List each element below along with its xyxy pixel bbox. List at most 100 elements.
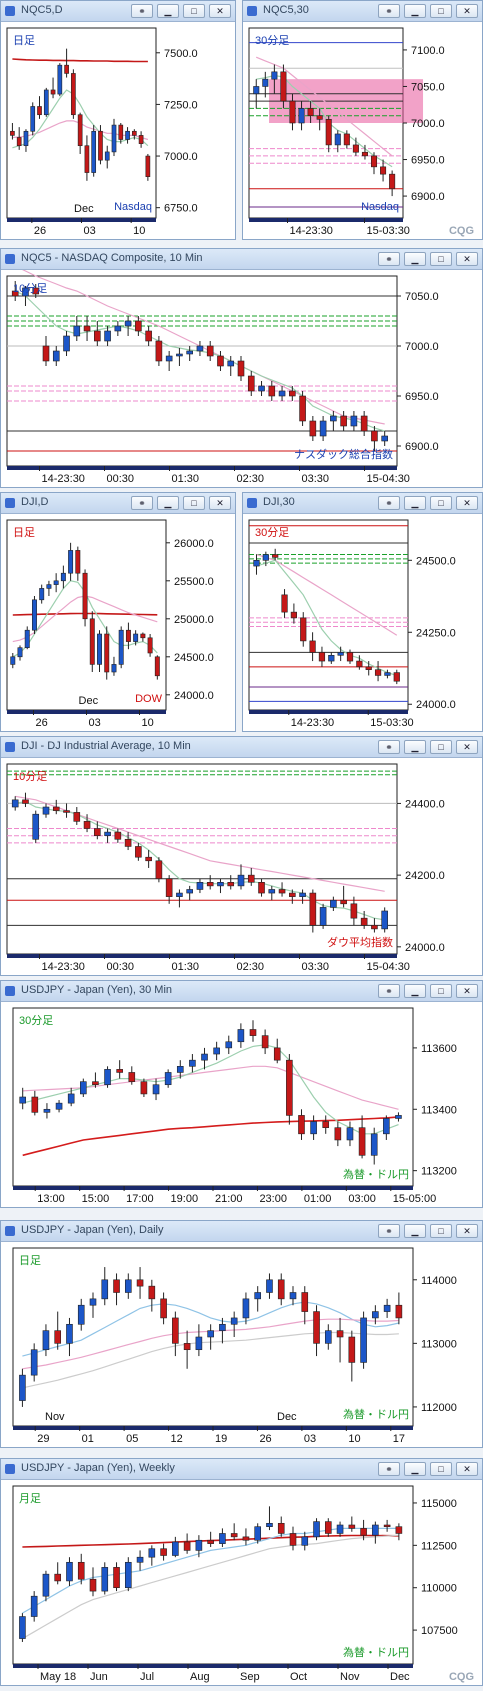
link-button[interactable]: ⚭ xyxy=(378,1462,400,1476)
close-button[interactable]: ✕ xyxy=(456,252,478,266)
chart-svg[interactable]: 26000.0 25500.0 25000.0 24500.0 24000.0 26 03 1… xyxy=(1,514,235,732)
candle xyxy=(84,135,90,181)
x-tick-label: Jun xyxy=(90,1671,108,1683)
window-titlebar[interactable]: DJI,30 ⚭ ▁ □ ✕ xyxy=(243,493,482,514)
y-tick-label: 7050.0 xyxy=(411,81,445,93)
chart-window-w7[interactable]: USDJPY - Japan (Yen), 30 Min ⚭ ▁ □ ✕ 113600 11… xyxy=(0,980,483,1208)
chart-window-icon xyxy=(5,254,15,264)
candle xyxy=(289,889,296,904)
link-button[interactable]: ⚭ xyxy=(378,4,400,18)
chart-svg[interactable]: 7050.0 7000.0 6950.0 6900.0 14-23:30 00:30 01:… xyxy=(1,270,482,488)
candle xyxy=(206,341,214,361)
candle xyxy=(307,101,314,123)
chart-window-w4[interactable]: DJI,D ⚭ ▁ □ ✕ 26000.0 25500.0 25000.0 24500.0 240… xyxy=(0,492,236,732)
y-tick-label: 24200.0 xyxy=(405,870,445,882)
window-titlebar[interactable]: NQC5,30 ⚭ ▁ □ ✕ xyxy=(243,1,482,22)
candle xyxy=(39,584,45,604)
candle xyxy=(395,1112,402,1122)
chart-window-w8[interactable]: USDJPY - Japan (Yen), Daily ⚭ ▁ □ ✕ 114000 113… xyxy=(0,1220,483,1448)
maximize-button[interactable]: □ xyxy=(430,1462,452,1476)
link-button[interactable]: ⚭ xyxy=(131,496,153,510)
minimize-button[interactable]: ▁ xyxy=(404,740,426,754)
close-icon: ✕ xyxy=(463,6,471,16)
minimize-button[interactable]: ▁ xyxy=(157,496,179,510)
y-tick-label: 24000.0 xyxy=(405,942,445,954)
chart-svg[interactable]: 7100.0 7050.0 7000.0 6950.0 6900.0 14-23:30 15… xyxy=(243,22,482,240)
maximize-button[interactable]: □ xyxy=(183,4,205,18)
close-button[interactable]: ✕ xyxy=(209,4,231,18)
candle xyxy=(183,1533,191,1554)
minimize-button[interactable]: ▁ xyxy=(404,496,426,510)
candle xyxy=(384,669,391,679)
window-titlebar[interactable]: USDJPY - Japan (Yen), 30 Min ⚭ ▁ □ ✕ xyxy=(1,981,482,1002)
chart-svg[interactable]: 115000 112500 110000 107500 May 18 Jun Jul Aug S… xyxy=(1,1480,482,1686)
candle xyxy=(42,336,50,366)
link-button[interactable]: ⚭ xyxy=(378,1224,400,1238)
minimize-button[interactable]: ▁ xyxy=(404,1224,426,1238)
x-tick-label: 23:00 xyxy=(259,1193,287,1205)
chart-svg[interactable]: 24400.0 24200.0 24000.0 14-23:30 00:30 01:30 0… xyxy=(1,758,482,976)
maximize-button[interactable]: □ xyxy=(430,496,452,510)
chart-window-w9[interactable]: USDJPY - Japan (Yen), Weekly ⚭ ▁ □ ✕ 115000 11… xyxy=(0,1458,483,1686)
maximize-button[interactable]: □ xyxy=(430,252,452,266)
candle xyxy=(318,646,326,667)
close-button[interactable]: ✕ xyxy=(456,1462,478,1476)
link-button[interactable]: ⚭ xyxy=(378,740,400,754)
chart-window-icon xyxy=(5,1464,15,1474)
candle xyxy=(164,1069,172,1088)
maximize-button[interactable]: □ xyxy=(430,4,452,18)
close-button[interactable]: ✕ xyxy=(456,984,478,998)
window-titlebar[interactable]: DJI,D ⚭ ▁ □ ✕ xyxy=(1,493,235,514)
candle xyxy=(309,632,316,662)
candle xyxy=(19,1087,26,1110)
candle xyxy=(63,803,70,818)
minimize-button[interactable]: ▁ xyxy=(404,252,426,266)
close-button[interactable]: ✕ xyxy=(456,740,478,754)
candle xyxy=(310,1115,317,1140)
link-button[interactable]: ⚭ xyxy=(378,252,400,266)
timeframe-label: 月足 xyxy=(19,1493,41,1505)
close-button[interactable]: ✕ xyxy=(456,4,478,18)
x-month-label: Dec xyxy=(74,203,94,215)
chart-window-w1[interactable]: NQC5,D ⚭ ▁ □ ✕ 7500.0 7250.0 7000.0 6750.0 26 03 10… xyxy=(0,0,236,240)
plot-area xyxy=(6,275,398,467)
candle xyxy=(172,1536,179,1558)
candle xyxy=(360,1519,367,1541)
candle xyxy=(23,129,29,152)
chart-svg[interactable]: 24500.0 24250.0 24000.0 14-23:30 15-03:30 30分… xyxy=(243,514,482,732)
window-titlebar[interactable]: NQC5 - NASDAQ Composite, 10 Min ⚭ ▁ □ ✕ xyxy=(1,249,482,270)
candle xyxy=(324,1518,332,1537)
chart-window-w3[interactable]: NQC5 - NASDAQ Composite, 10 Min ⚭ ▁ □ ✕ 7050.… xyxy=(0,248,483,488)
candle xyxy=(301,1286,309,1325)
maximize-button[interactable]: □ xyxy=(430,740,452,754)
candle xyxy=(118,626,124,669)
link-button[interactable]: ⚭ xyxy=(378,984,400,998)
x-tick-label: 15-04:30 xyxy=(367,961,410,973)
candle xyxy=(219,1317,226,1344)
close-button[interactable]: ✕ xyxy=(209,496,231,510)
minimize-button[interactable]: ▁ xyxy=(404,984,426,998)
chart-window-w2[interactable]: NQC5,30 ⚭ ▁ □ ✕ 7100.0 7050.0 7000.0 6950.0 6900.… xyxy=(242,0,483,240)
link-button[interactable]: ⚭ xyxy=(378,496,400,510)
chart-svg[interactable]: 7500.0 7250.0 7000.0 6750.0 26 03 10 Dec 日足 Nasda… xyxy=(1,22,235,240)
session-bar xyxy=(249,218,403,222)
minimize-button[interactable]: ▁ xyxy=(404,1462,426,1476)
link-button[interactable]: ⚭ xyxy=(131,4,153,18)
close-button[interactable]: ✕ xyxy=(456,496,478,510)
chart-svg[interactable]: 114000 113000 112000 29 01 05 12 19 26 03 10 17 Nov D… xyxy=(1,1242,482,1448)
close-button[interactable]: ✕ xyxy=(456,1224,478,1238)
chart-window-w6[interactable]: DJI - DJ Industrial Average, 10 Min ⚭ ▁ □ ✕ 2… xyxy=(0,736,483,976)
window-titlebar[interactable]: DJI - DJ Industrial Average, 10 Min ⚭ ▁ □ ✕ xyxy=(1,737,482,758)
maximize-button[interactable]: □ xyxy=(430,1224,452,1238)
candle xyxy=(261,1029,269,1055)
minimize-button[interactable]: ▁ xyxy=(404,4,426,18)
chart-window-w5[interactable]: DJI,30 ⚭ ▁ □ ✕ 24500.0 24250.0 24000.0 14-23:30 1… xyxy=(242,492,483,732)
maximize-button[interactable]: □ xyxy=(183,496,205,510)
window-titlebar[interactable]: USDJPY - Japan (Yen), Weekly ⚭ ▁ □ ✕ xyxy=(1,1459,482,1480)
chart-svg[interactable]: 113600 113400 113200 13:00 15:00 17:00 19:00 21… xyxy=(1,1002,482,1208)
window-titlebar[interactable]: NQC5,D ⚭ ▁ □ ✕ xyxy=(1,1,235,22)
candle xyxy=(124,832,132,851)
maximize-button[interactable]: □ xyxy=(430,984,452,998)
window-titlebar[interactable]: USDJPY - Japan (Yen), Daily ⚭ ▁ □ ✕ xyxy=(1,1221,482,1242)
minimize-button[interactable]: ▁ xyxy=(157,4,179,18)
